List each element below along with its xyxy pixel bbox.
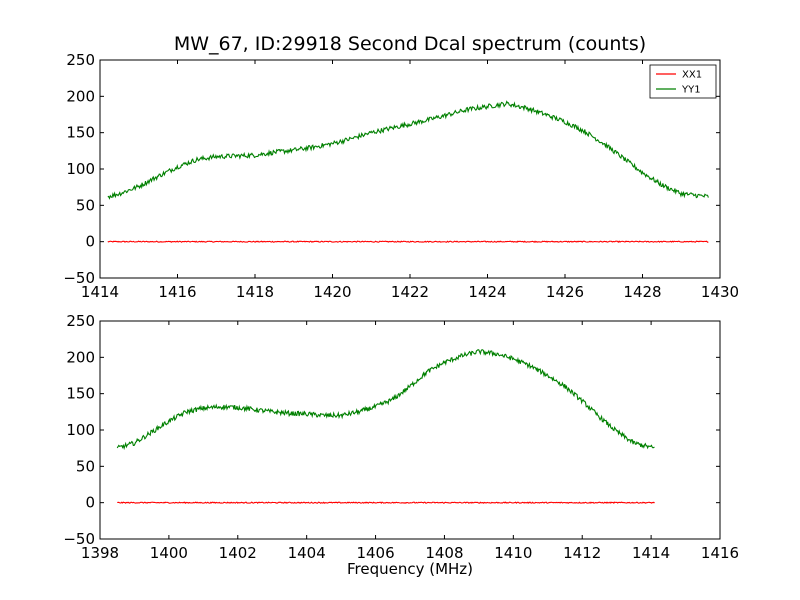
chart-title: MW_67, ID:29918 Second Dcal spectrum (co…: [173, 33, 647, 55]
x-tick-label: 1430: [701, 283, 739, 301]
x-tick-label: 1422: [391, 283, 429, 301]
y-tick-label: 100: [66, 421, 95, 439]
x-tick-label: 1420: [313, 283, 351, 301]
y-tick-label: 50: [76, 196, 95, 214]
y-tick-label: 150: [66, 385, 95, 403]
y-tick-label: 100: [66, 160, 95, 178]
y-tick-label: 0: [85, 233, 95, 251]
legend-box: [649, 64, 717, 99]
series-yy1-line: [107, 100, 709, 200]
x-tick-label: 1426: [546, 283, 584, 301]
x-tick-label: 1414: [632, 544, 670, 562]
y-tick-label: 250: [66, 51, 95, 69]
bottom-panel: 1398 1400 1402 1404 1406 1408 1410 1412 1414 1416…: [63, 312, 739, 562]
x-tick-label: 1410: [494, 544, 532, 562]
series-xx1-line: [117, 501, 655, 505]
x-axis-label: Frequency (MHz): [346, 560, 474, 578]
y-tick-label: 150: [66, 124, 95, 142]
x-tick-label: 1414: [81, 283, 119, 301]
x-tick-label: 1416: [701, 544, 739, 562]
y-tick-label: 250: [66, 312, 95, 330]
series-yy1-line: [116, 349, 655, 451]
y-tick-label: 50: [76, 457, 95, 475]
x-tick-label: 1412: [563, 544, 601, 562]
x-tick-label: 1400: [150, 544, 188, 562]
x-tick-label: 1428: [623, 283, 661, 301]
x-tick-label: 1406: [356, 544, 394, 562]
x-tick-label: 1418: [236, 283, 274, 301]
y-tick-label: −50: [63, 530, 95, 548]
legend-label-yy1: YY1: [681, 85, 701, 96]
x-tick-label: 1398: [81, 544, 119, 562]
plot-frame: [99, 320, 721, 540]
x-tick-label: 1408: [425, 544, 463, 562]
y-tick-label: 0: [85, 494, 95, 512]
x-tick-label: 1416: [158, 283, 196, 301]
plot-frame: [99, 59, 721, 279]
top-panel: 1414 1416 1418 1420 1422 1424 1426 1428 1430 −50 0…: [63, 51, 739, 301]
x-tick-label: 1424: [468, 283, 506, 301]
legend-label-xx1: XX1: [682, 70, 702, 81]
y-tick-label: −50: [63, 269, 95, 287]
series-xx1-line: [107, 240, 709, 243]
x-tick-label: 1402: [219, 544, 257, 562]
y-tick-label: 200: [66, 87, 95, 105]
x-tick-label: 1404: [288, 544, 326, 562]
y-tick-label: 200: [66, 348, 95, 366]
